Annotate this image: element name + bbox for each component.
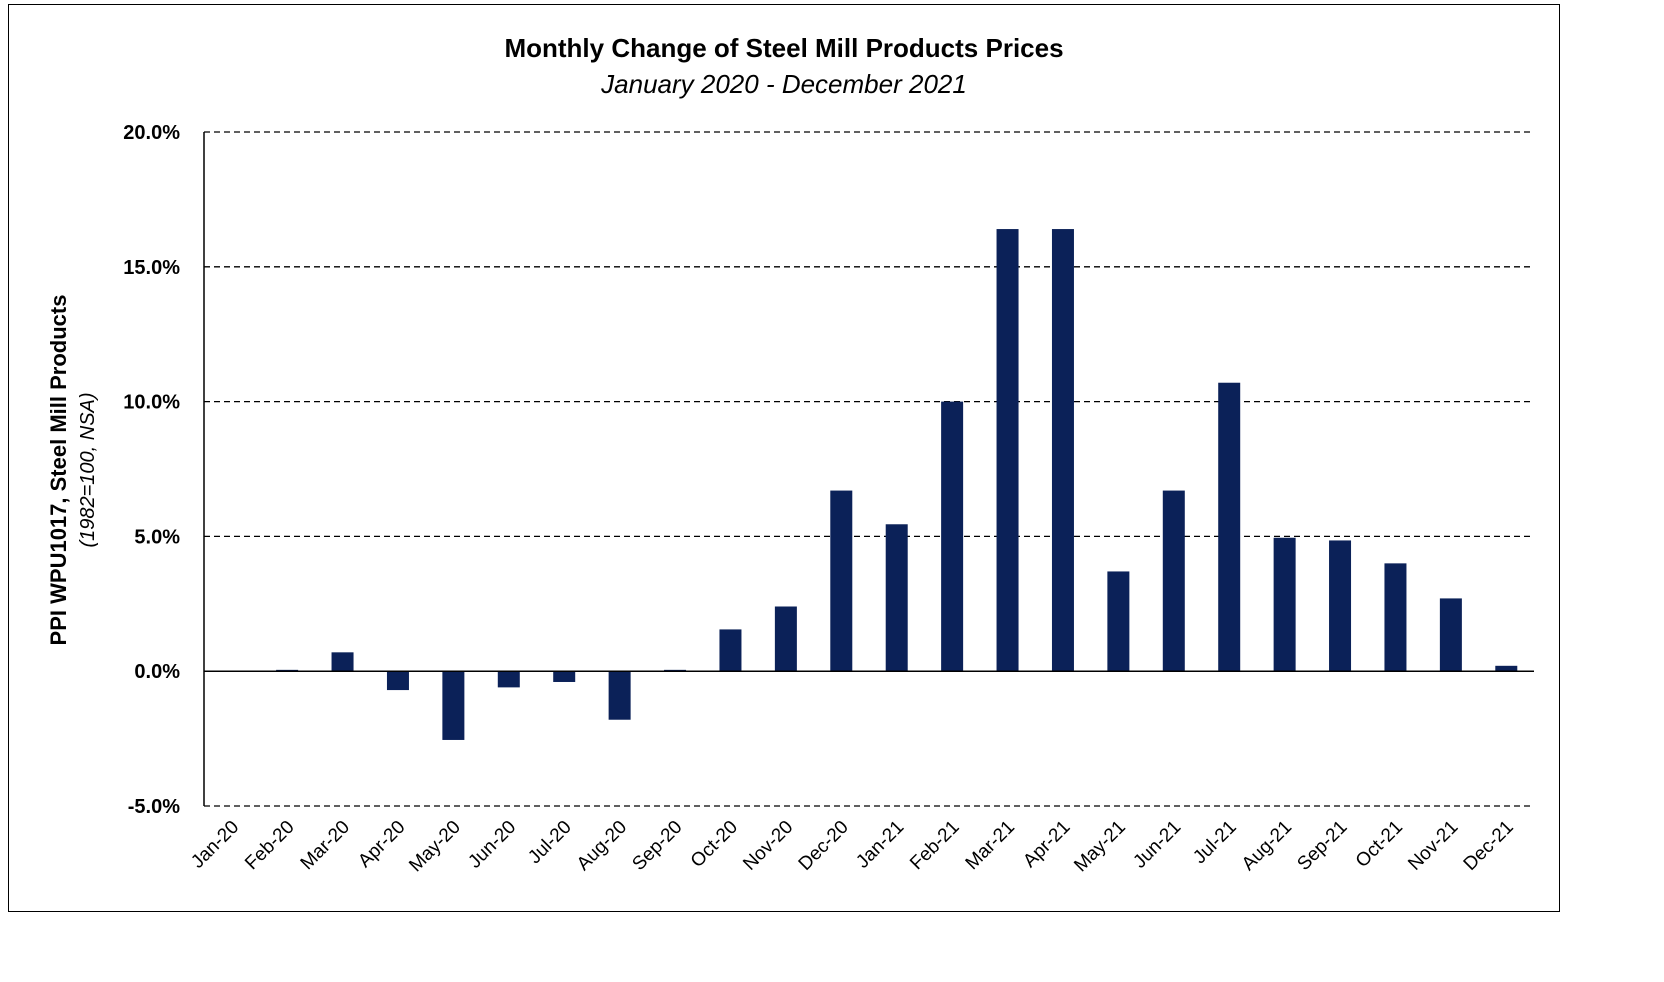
- bar: [1329, 540, 1352, 672]
- x-tick-label: Jul-20: [524, 817, 575, 868]
- x-tick-label: May-21: [1070, 817, 1130, 877]
- x-tick-label: Feb-20: [241, 817, 298, 874]
- x-tick-label: Mar-20: [297, 817, 354, 874]
- bar: [1384, 563, 1407, 672]
- bar: [941, 401, 964, 672]
- x-tick-label: Sep-21: [1293, 817, 1351, 875]
- y-tick-labels: 20.0% 15.0% 10.0% 5.0% 0.0% -5.0%: [123, 122, 180, 818]
- bar: [331, 652, 354, 672]
- bar: [830, 490, 853, 672]
- y-axis-label-group: PPI WPU1017, Steel Mill Products (1982=1…: [46, 295, 99, 646]
- x-tick-label: Oct-21: [1352, 817, 1407, 872]
- bar: [996, 229, 1019, 672]
- x-tick-label: Jun-21: [1129, 817, 1185, 873]
- y-tick-label: -5.0%: [128, 796, 180, 818]
- bar: [774, 606, 797, 672]
- bar: [885, 524, 908, 672]
- y-axis-label: PPI WPU1017, Steel Mill Products: [46, 295, 71, 646]
- x-tick-label: Jun-20: [464, 817, 520, 873]
- x-tick-label: Jan-21: [852, 817, 908, 873]
- y-tick-label: 20.0%: [123, 122, 180, 144]
- x-tick-label: Jan-20: [187, 817, 243, 873]
- bar: [719, 629, 742, 672]
- x-tick-label: Apr-20: [354, 817, 409, 872]
- bar: [553, 671, 576, 682]
- x-tick-label: Oct-20: [687, 817, 742, 872]
- bar: [386, 671, 409, 691]
- x-tick-label: Dec-20: [795, 817, 853, 875]
- bar-series: [220, 229, 1518, 740]
- y-axis-sublabel: (1982=100, NSA): [77, 392, 99, 547]
- y-tick-label: 0.0%: [134, 661, 180, 683]
- x-tick-label: Nov-20: [739, 817, 797, 875]
- x-tick-label: Jul-21: [1189, 817, 1240, 868]
- bar: [1162, 490, 1185, 672]
- x-tick-label: Mar-21: [962, 817, 1019, 874]
- bar: [1495, 665, 1518, 672]
- bar: [442, 671, 465, 740]
- bar: [1218, 382, 1241, 672]
- y-tick-label: 15.0%: [123, 257, 180, 279]
- x-tick-label: Apr-21: [1019, 817, 1074, 872]
- x-tick-label: Aug-21: [1238, 817, 1296, 875]
- bar: [1439, 598, 1462, 672]
- bar: [608, 671, 631, 720]
- x-tick-label: May-20: [405, 817, 465, 877]
- bar: [1273, 537, 1296, 672]
- bar: [497, 671, 520, 688]
- x-tick-label: Nov-21: [1404, 817, 1462, 875]
- chart-title: Monthly Change of Steel Mill Products Pr…: [504, 33, 1064, 63]
- chart-frame: Monthly Change of Steel Mill Products Pr…: [8, 4, 1560, 912]
- grid-lines: [204, 131, 1534, 807]
- axes: [203, 132, 1534, 806]
- chart-subtitle: January 2020 - December 2021: [601, 69, 967, 99]
- y-tick-label: 10.0%: [123, 392, 180, 414]
- y-tick-label: 5.0%: [134, 526, 180, 548]
- x-tick-label: Feb-21: [906, 817, 963, 874]
- x-tick-label: Dec-21: [1460, 817, 1518, 875]
- x-tick-label: Sep-20: [628, 817, 686, 875]
- bar: [1051, 229, 1074, 672]
- bar: [1107, 571, 1130, 672]
- x-tick-label: Aug-20: [573, 817, 631, 875]
